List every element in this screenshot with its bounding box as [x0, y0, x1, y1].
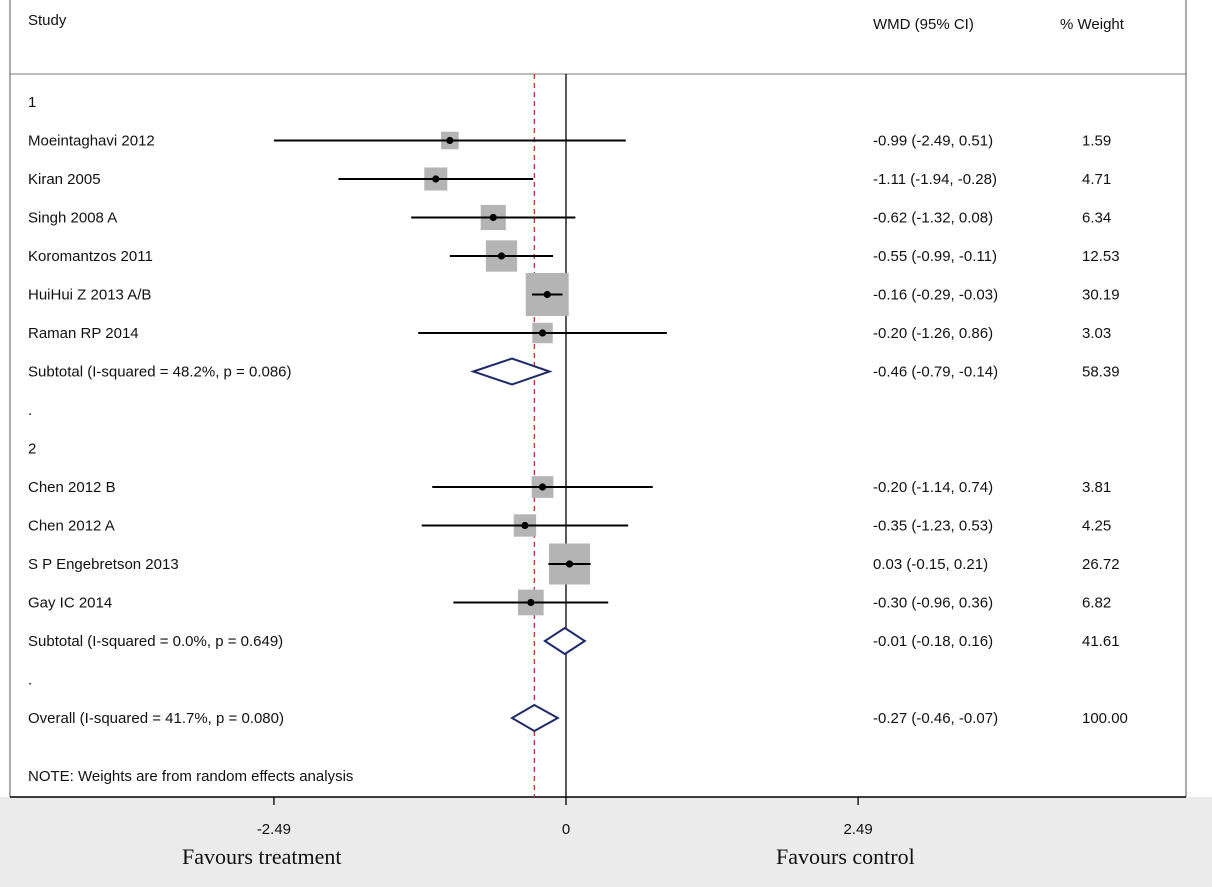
- effect-ci-text: -0.46 (-0.79, -0.14): [873, 364, 998, 381]
- header-study: Study: [28, 12, 67, 29]
- weight-text: 6.82: [1082, 595, 1111, 612]
- axis-tick-label: -2.49: [257, 821, 291, 838]
- row-label: Subtotal (I-squared = 48.2%, p = 0.086): [28, 364, 292, 381]
- weight-text: 12.53: [1082, 248, 1120, 265]
- ticks-layer: -2.49 0 2.49: [257, 797, 873, 838]
- row-study: Singh 2008 A -0.62 (-1.32, 0.08) 6.34: [28, 204, 1111, 231]
- row-label: Chen 2012 A: [28, 518, 115, 535]
- axis-tick-label: 0: [562, 821, 570, 838]
- overall-diamond: [510, 703, 560, 733]
- weight-text: 41.61: [1082, 633, 1120, 650]
- weight-text: 58.39: [1082, 364, 1120, 381]
- row-label: Subtotal (I-squared = 0.0%, p = 0.649): [28, 633, 283, 650]
- row-label: Chen 2012 B: [28, 479, 116, 496]
- row-label: 2: [28, 441, 36, 458]
- row-group: 1: [28, 94, 36, 111]
- row-label: Gay IC 2014: [28, 595, 112, 612]
- row-study: Chen 2012 B -0.20 (-1.14, 0.74) 3.81: [28, 476, 1111, 498]
- weight-text: 100.00: [1082, 710, 1128, 727]
- weight-text: 3.81: [1082, 479, 1111, 496]
- point-estimate: [538, 329, 547, 337]
- row-label: .: [28, 402, 32, 419]
- favours-treatment-label: Favours treatment: [182, 844, 341, 869]
- effect-ci-text: -0.27 (-0.46, -0.07): [873, 710, 998, 727]
- weight-text: 4.71: [1082, 171, 1111, 188]
- point-estimate: [497, 252, 506, 260]
- row-label: Singh 2008 A: [28, 210, 117, 227]
- effect-ci-text: -0.55 (-0.99, -0.11): [873, 248, 997, 265]
- row-study: Chen 2012 A -0.35 (-1.23, 0.53) 4.25: [28, 514, 1111, 537]
- effect-ci-text: -0.30 (-0.96, 0.36): [873, 595, 993, 612]
- weight-text: 4.25: [1082, 518, 1111, 535]
- axis-tick-label: 2.49: [843, 821, 872, 838]
- row-spacer: .: [28, 672, 32, 689]
- rows-layer: 1 Moeintaghavi 2012 -0.99 (-2.49, 0.51) 1.5…: [28, 94, 1128, 733]
- point-estimate: [432, 175, 440, 183]
- row-label: .: [28, 672, 32, 689]
- row-label: Overall (I-squared = 41.7%, p = 0.080): [28, 710, 284, 727]
- axis-band: [0, 797, 1212, 887]
- row-label: Moeintaghavi 2012: [28, 133, 155, 150]
- row-study: S P Engebretson 2013 0.03 (-0.15, 0.21) 26…: [28, 543, 1120, 585]
- weight-text: 26.72: [1082, 556, 1120, 573]
- row-label: Kiran 2005: [28, 171, 101, 188]
- subtotal-diamond: [470, 357, 553, 386]
- row-label: Koromantzos 2011: [28, 248, 153, 265]
- row-overall: Overall (I-squared = 41.7%, p = 0.080) -0…: [28, 703, 1128, 733]
- row-label: S P Engebretson 2013: [28, 556, 179, 573]
- effect-ci-text: -0.20 (-1.14, 0.74): [873, 479, 993, 496]
- effect-ci-text: -0.20 (-1.26, 0.86): [873, 325, 993, 342]
- point-estimate: [489, 213, 497, 222]
- row-study: Kiran 2005 -1.11 (-1.94, -0.28) 4.71: [28, 167, 1111, 191]
- point-estimate: [538, 483, 547, 491]
- row-label: Raman RP 2014: [28, 325, 139, 342]
- point-estimate: [446, 136, 454, 145]
- row-spacer: .: [28, 402, 32, 419]
- weight-text: 30.19: [1082, 287, 1120, 304]
- effect-ci-text: -0.16 (-0.29, -0.03): [873, 287, 998, 304]
- row-study: Raman RP 2014 -0.20 (-1.26, 0.86) 3.03: [28, 322, 1111, 344]
- footnote: NOTE: Weights are from random effects an…: [28, 768, 353, 785]
- favours-control-label: Favours control: [776, 844, 915, 869]
- row-study: Koromantzos 2011 -0.55 (-0.99, -0.11) 12.5…: [28, 240, 1120, 272]
- point-estimate: [565, 560, 574, 568]
- weight-text: 1.59: [1082, 133, 1111, 150]
- header-weight: % Weight: [1060, 16, 1125, 33]
- weight-text: 6.34: [1082, 210, 1111, 227]
- effect-ci-text: -1.11 (-1.94, -0.28): [873, 171, 997, 188]
- effect-ci-text: -0.99 (-2.49, 0.51): [873, 133, 993, 150]
- row-subtotal: Subtotal (I-squared = 0.0%, p = 0.649) -0…: [28, 626, 1120, 656]
- point-estimate: [527, 598, 535, 607]
- effect-ci-text: -0.01 (-0.18, 0.16): [873, 633, 993, 650]
- row-study: Gay IC 2014 -0.30 (-0.96, 0.36) 6.82: [28, 589, 1111, 616]
- header-effect: WMD (95% CI): [873, 16, 974, 33]
- subtotal-diamond: [543, 626, 587, 656]
- point-estimate: [521, 521, 529, 530]
- effect-ci-text: 0.03 (-0.15, 0.21): [873, 556, 988, 573]
- row-study: Moeintaghavi 2012 -0.99 (-2.49, 0.51) 1.59: [28, 131, 1111, 150]
- effect-ci-text: -0.35 (-1.23, 0.53): [873, 518, 993, 535]
- row-subtotal: Subtotal (I-squared = 48.2%, p = 0.086) -…: [28, 357, 1120, 386]
- effect-ci-text: -0.62 (-1.32, 0.08): [873, 210, 993, 227]
- row-group: 2: [28, 441, 36, 458]
- row-label: HuiHui Z 2013 A/B: [28, 287, 151, 304]
- row-study: HuiHui Z 2013 A/B -0.16 (-0.29, -0.03) 30.…: [28, 273, 1120, 316]
- row-label: 1: [28, 94, 36, 111]
- weight-text: 3.03: [1082, 325, 1111, 342]
- point-estimate: [543, 290, 551, 299]
